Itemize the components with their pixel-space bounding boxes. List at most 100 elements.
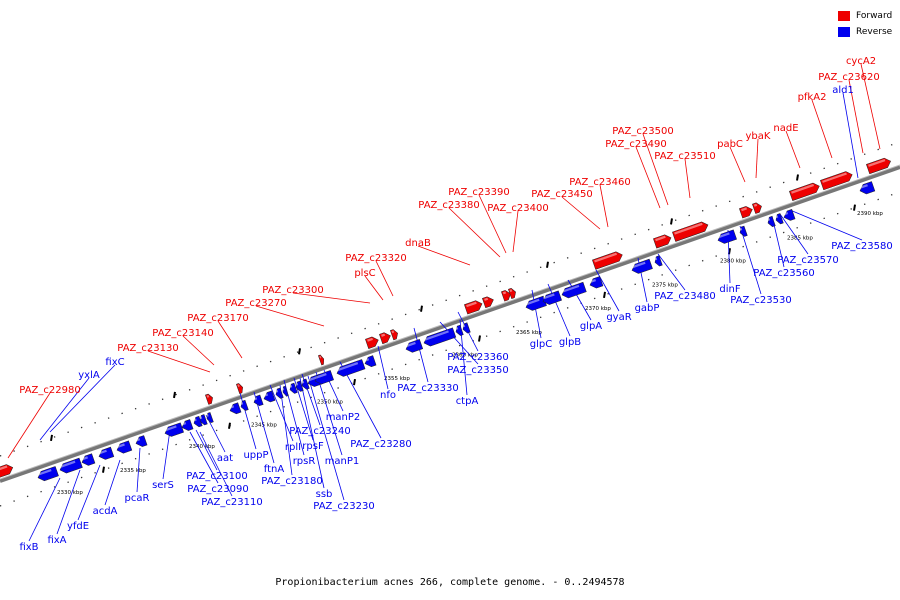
forward-gene[interactable] xyxy=(379,331,392,345)
reverse-gene[interactable] xyxy=(80,453,96,467)
gene-label-paz-c23170[interactable]: PAZ_c23170 xyxy=(187,313,248,324)
reverse-gene[interactable] xyxy=(205,412,214,423)
reverse-gene[interactable] xyxy=(163,422,184,438)
gene-label-sers[interactable]: serS xyxy=(152,480,174,491)
reverse-gene[interactable] xyxy=(541,290,562,306)
forward-gene[interactable] xyxy=(672,220,709,242)
gene-label-fixb[interactable]: fixB xyxy=(19,542,38,553)
gene-label-rpsr[interactable]: rpsR xyxy=(293,456,316,467)
reverse-gene[interactable] xyxy=(274,387,284,399)
forward-gene[interactable] xyxy=(390,328,399,341)
gene-label-paz-c23090[interactable]: PAZ_c23090 xyxy=(187,484,248,495)
gene-label-paz-c23180[interactable]: PAZ_c23180 xyxy=(261,476,322,487)
gene-label-ybak[interactable]: ybaK xyxy=(746,131,771,142)
forward-gene[interactable] xyxy=(820,170,854,191)
gene-label-paz-c23500[interactable]: PAZ_c23500 xyxy=(612,126,673,137)
gene-label-paz-c23110[interactable]: PAZ_c23110 xyxy=(201,497,262,508)
gene-label-paz-c23490[interactable]: PAZ_c23490 xyxy=(605,139,666,150)
gene-label-pabc[interactable]: pabC xyxy=(717,139,743,150)
gene-label-paz-c23510[interactable]: PAZ_c23510 xyxy=(654,151,715,162)
gene-label-paz-c23130[interactable]: PAZ_c23130 xyxy=(117,343,178,354)
gene-label-paz-c23620[interactable]: PAZ_c23620 xyxy=(818,72,879,83)
forward-gene[interactable] xyxy=(653,233,672,249)
forward-gene[interactable] xyxy=(318,354,325,366)
gene-label-gabp[interactable]: gabP xyxy=(635,303,660,314)
forward-gene[interactable] xyxy=(365,335,380,349)
reverse-gene[interactable] xyxy=(198,414,208,426)
reverse-gene[interactable] xyxy=(97,446,115,461)
gene-label-paz-c23400[interactable]: PAZ_c23400 xyxy=(487,203,548,214)
forward-gene[interactable] xyxy=(501,289,512,302)
gene-label-rpli[interactable]: rplI xyxy=(285,442,301,453)
reverse-gene[interactable] xyxy=(281,385,289,397)
gene-label-plsc[interactable]: plsC xyxy=(354,268,375,279)
forward-gene[interactable] xyxy=(866,156,892,175)
reverse-gene[interactable] xyxy=(782,209,796,222)
reverse-gene[interactable] xyxy=(228,402,242,416)
reverse-gene[interactable] xyxy=(766,215,776,227)
gene-label-paz-c22980[interactable]: PAZ_c22980 xyxy=(19,385,80,396)
gene-label-paz-c23360[interactable]: PAZ_c23360 xyxy=(447,352,508,363)
reverse-gene[interactable] xyxy=(335,359,366,378)
forward-gene[interactable] xyxy=(236,383,244,394)
reverse-gene[interactable] xyxy=(300,378,310,390)
forward-gene[interactable] xyxy=(508,287,517,300)
gene-label-dnab[interactable]: dnaB xyxy=(405,238,431,249)
reverse-gene[interactable] xyxy=(36,466,59,482)
gene-label-paz-c23530[interactable]: PAZ_c23530 xyxy=(730,295,791,306)
gene-label-manp1[interactable]: manP1 xyxy=(325,456,360,467)
reverse-gene[interactable] xyxy=(454,324,464,336)
reverse-gene[interactable] xyxy=(653,255,663,267)
reverse-gene[interactable] xyxy=(716,229,737,245)
gene-label-yxla[interactable]: yxlA xyxy=(78,370,100,381)
forward-gene[interactable] xyxy=(739,205,754,219)
gene-label-pfka2[interactable]: pfkA2 xyxy=(798,92,827,103)
reverse-gene[interactable] xyxy=(774,213,784,225)
reverse-gene[interactable] xyxy=(524,295,547,312)
gene-label-fixc[interactable]: fixC xyxy=(105,357,124,368)
reverse-gene[interactable] xyxy=(588,276,604,289)
gene-label-paz-c23300[interactable]: PAZ_c23300 xyxy=(262,285,323,296)
reverse-gene[interactable] xyxy=(858,181,876,196)
gene-label-paz-c23100[interactable]: PAZ_c23100 xyxy=(186,471,247,482)
reverse-gene[interactable] xyxy=(294,380,304,392)
gene-label-aat[interactable]: aat xyxy=(217,453,233,464)
reverse-gene[interactable] xyxy=(404,338,424,354)
gene-label-paz-c23350[interactable]: PAZ_c23350 xyxy=(447,365,508,376)
reverse-gene[interactable] xyxy=(115,440,133,455)
gene-label-yfde[interactable]: yfdE xyxy=(67,521,89,532)
forward-gene[interactable] xyxy=(789,181,821,201)
forward-gene[interactable] xyxy=(464,299,483,315)
gene-label-paz-c23240[interactable]: PAZ_c23240 xyxy=(289,426,350,437)
reverse-gene[interactable] xyxy=(738,225,748,237)
gene-label-paz-c23230[interactable]: PAZ_c23230 xyxy=(313,501,374,512)
gene-label-paz-c23570[interactable]: PAZ_c23570 xyxy=(777,255,838,266)
gene-label-ftna[interactable]: ftnA xyxy=(264,464,285,475)
gene-label-dinf[interactable]: dinF xyxy=(719,284,740,295)
reverse-gene[interactable] xyxy=(288,382,298,394)
forward-gene[interactable] xyxy=(0,463,14,480)
reverse-gene[interactable] xyxy=(422,327,457,348)
gene-label-manp2[interactable]: manP2 xyxy=(326,412,361,423)
gene-label-cyca2[interactable]: cycA2 xyxy=(846,56,876,67)
reverse-gene[interactable] xyxy=(262,390,276,404)
gene-label-nade[interactable]: nadE xyxy=(773,123,798,134)
forward-gene[interactable] xyxy=(592,250,624,270)
gene-label-rpsf[interactable]: rpsF xyxy=(302,441,324,452)
reverse-gene[interactable] xyxy=(363,355,377,369)
forward-gene[interactable] xyxy=(205,393,214,405)
gene-label-paz-c23280[interactable]: PAZ_c23280 xyxy=(350,439,411,450)
reverse-gene[interactable] xyxy=(180,419,194,432)
reverse-gene[interactable] xyxy=(239,399,249,411)
gene-label-ssb[interactable]: ssb xyxy=(316,489,333,500)
reverse-gene[interactable] xyxy=(630,258,653,275)
gene-label-paz-c23390[interactable]: PAZ_c23390 xyxy=(448,187,509,198)
reverse-gene[interactable] xyxy=(461,322,471,334)
gene-label-glpb[interactable]: glpB xyxy=(559,337,581,348)
gene-label-paz-c23140[interactable]: PAZ_c23140 xyxy=(152,328,213,339)
gene-label-paz-c23330[interactable]: PAZ_c23330 xyxy=(397,383,458,394)
gene-label-paz-c23380[interactable]: PAZ_c23380 xyxy=(418,200,479,211)
gene-label-paz-c23450[interactable]: PAZ_c23450 xyxy=(531,189,592,200)
gene-label-uppp[interactable]: uppP xyxy=(243,450,268,461)
gene-label-ald1[interactable]: ald1 xyxy=(832,85,854,96)
